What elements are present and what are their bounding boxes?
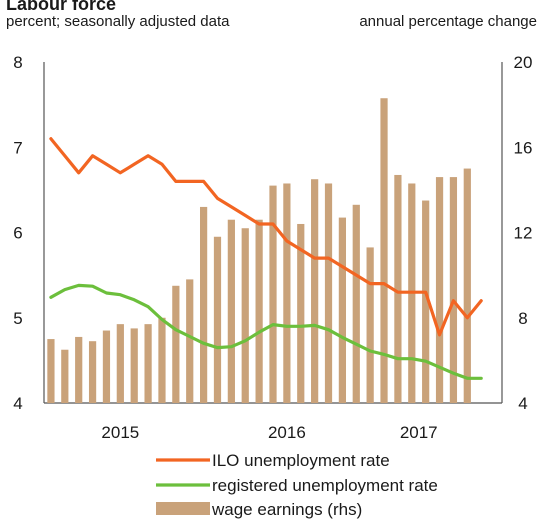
line-registered-unemployment-rate <box>49 283 483 380</box>
bar-wage-earnings <box>338 217 347 403</box>
bar-wage-earnings <box>144 324 152 403</box>
plot-layer: 4 5 6 7 8 4 8 12 16 20 2015 2016 2017 <box>13 53 532 442</box>
bar-wage-earnings <box>297 223 305 403</box>
x-tick-label: 2016 <box>268 423 306 442</box>
bar-wage-earnings <box>435 177 444 403</box>
bar-wage-earnings <box>199 206 208 403</box>
line-ilo-unemployment-rate <box>49 137 483 337</box>
right-axis-label: annual percentage change <box>359 13 537 30</box>
x-tick-label: 2017 <box>400 423 438 442</box>
bar-wage-earnings <box>61 349 69 403</box>
y-left-tick-label: 5 <box>13 309 22 328</box>
y-right-tick-label: 12 <box>514 224 533 243</box>
bar-wage-earnings <box>47 339 55 403</box>
bar-wage-earnings <box>311 179 319 403</box>
bar-wage-earnings <box>186 279 194 403</box>
bar-wage-earnings <box>283 183 291 403</box>
bar-wage-earnings <box>324 183 333 403</box>
chart-title: Labour force <box>6 0 116 14</box>
y-right-tick-label: 4 <box>518 394 527 413</box>
bar-wage-earnings <box>130 328 138 403</box>
x-tick-label: 2015 <box>101 423 139 442</box>
bar-wage-earnings <box>255 219 263 403</box>
bar-wage-earnings <box>213 236 222 403</box>
left-axis-label: percent; seasonally adjusted data <box>6 13 230 30</box>
bar-wage-earnings <box>352 204 360 403</box>
y-right-tick-label: 16 <box>514 138 533 157</box>
bar-wage-earnings <box>75 336 83 403</box>
bar-wage-earnings <box>241 228 249 403</box>
bar-wage-earnings <box>269 185 277 403</box>
bar-wage-earnings <box>380 98 388 403</box>
y-left-tick-label: 8 <box>13 53 22 72</box>
bar-wage-earnings <box>88 341 97 403</box>
y-right-tick-label: 8 <box>518 309 527 328</box>
legend-label-ilo-unemployment-rate: ILO unemployment rate <box>212 451 390 470</box>
bar-wage-earnings <box>449 177 458 403</box>
y-left-tick-label: 7 <box>13 138 22 157</box>
y-left-tick-label: 4 <box>13 394 22 413</box>
legend-label-registered-unemployment-rate: registered unemployment rate <box>212 476 438 495</box>
legend-label-wage-earnings-rhs: wage earnings (rhs) <box>211 500 362 519</box>
bar-wage-earnings <box>172 285 180 403</box>
bar-wage-earnings <box>394 174 402 403</box>
bar-wage-earnings <box>463 168 471 403</box>
bar-wage-earnings <box>116 324 124 403</box>
bar-wage-earnings <box>422 200 430 403</box>
bar-wage-earnings <box>227 219 235 403</box>
y-right-tick-label: 20 <box>514 53 533 72</box>
bar-wage-earnings <box>366 247 374 403</box>
legend-swatch-wage-earnings-rhs <box>156 502 210 515</box>
y-left-tick-label: 6 <box>13 224 22 243</box>
legend: ILO unemployment rate registered unemploy… <box>156 451 438 519</box>
bar-wage-earnings <box>158 317 166 403</box>
bar-wage-earnings <box>102 330 111 403</box>
